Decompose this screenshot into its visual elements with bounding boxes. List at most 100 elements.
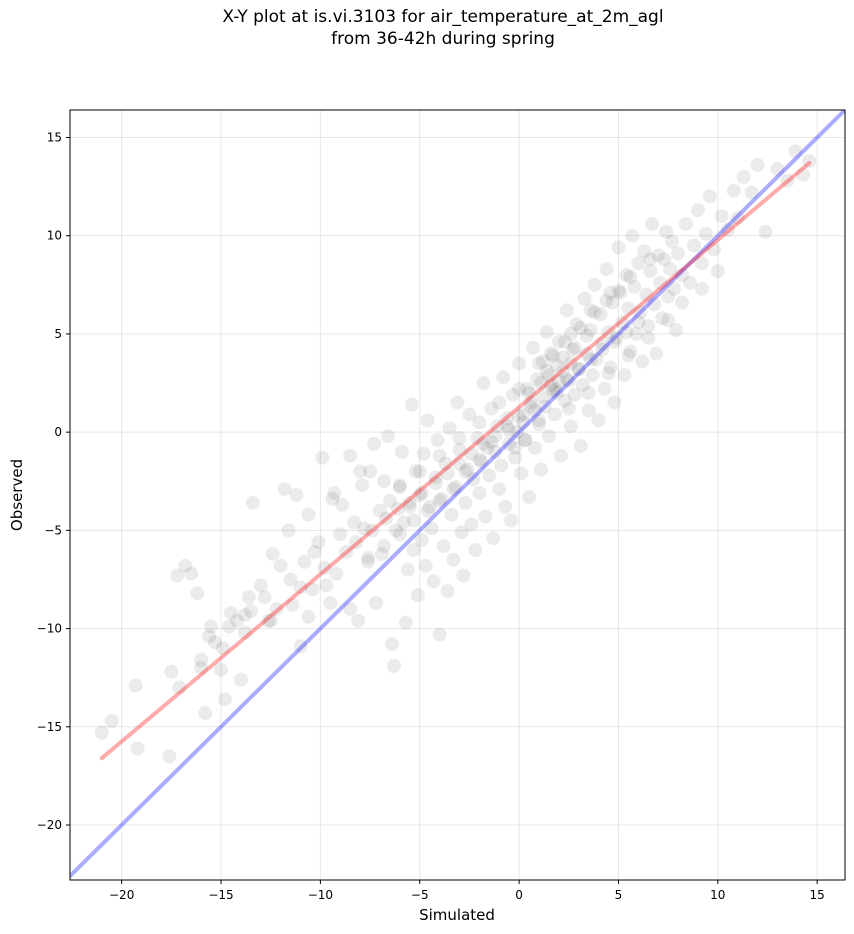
data-point [301, 507, 316, 522]
data-point [434, 491, 449, 506]
data-point [474, 454, 489, 469]
data-point [428, 470, 443, 485]
data-point [436, 539, 451, 554]
data-point [587, 305, 602, 320]
data-point [237, 625, 252, 640]
data-point [599, 293, 614, 308]
data-point [428, 476, 443, 491]
data-point [639, 287, 654, 302]
data-point [625, 228, 640, 243]
data-point [583, 352, 598, 367]
data-point [559, 372, 574, 387]
data-point [446, 552, 461, 567]
data-point [661, 313, 676, 328]
data-point [440, 466, 455, 481]
y-tick-label: 0 [54, 425, 62, 439]
data-point [339, 544, 354, 559]
data-point [601, 366, 616, 381]
x-tick-label: −10 [308, 888, 333, 902]
data-point [351, 613, 366, 628]
data-point [214, 662, 229, 677]
data-point [659, 224, 674, 239]
data-point [667, 281, 682, 296]
data-point [233, 672, 248, 687]
data-point [458, 464, 473, 479]
data-point [410, 588, 425, 603]
data-point [452, 456, 467, 471]
data-point [357, 521, 372, 536]
data-point [675, 295, 690, 310]
y-tick-label: −20 [37, 818, 62, 832]
data-point [432, 493, 447, 508]
data-point [388, 523, 403, 538]
data-point [545, 383, 560, 398]
data-point [492, 482, 507, 497]
data-point [535, 354, 550, 369]
data-point [446, 482, 461, 497]
data-point [293, 580, 308, 595]
data-point [361, 550, 376, 565]
data-point [245, 495, 260, 510]
data-point [595, 342, 610, 357]
data-point [472, 486, 487, 501]
data-point [406, 543, 421, 557]
data-point [478, 509, 493, 524]
data-point [744, 185, 759, 200]
data-point [655, 311, 670, 326]
data-point [208, 635, 223, 650]
data-point [720, 222, 735, 237]
data-point [623, 269, 638, 284]
data-point [343, 448, 358, 463]
data-point [412, 488, 427, 502]
data-point [394, 444, 409, 459]
data-point [531, 417, 546, 432]
data-point [641, 330, 656, 345]
data-point [104, 713, 119, 728]
data-point [629, 326, 644, 341]
data-point [567, 387, 582, 402]
data-point [528, 403, 542, 418]
data-point [607, 395, 622, 410]
data-point [569, 317, 584, 332]
data-point [621, 301, 636, 316]
data-point [726, 183, 741, 198]
data-point [277, 482, 292, 497]
data-point [384, 637, 399, 652]
data-point [710, 264, 725, 279]
data-point [537, 399, 552, 414]
data-point [452, 442, 467, 457]
data-points [94, 144, 817, 764]
data-point [404, 397, 419, 412]
data-point [398, 615, 413, 630]
data-point [392, 480, 407, 495]
data-point [285, 598, 300, 612]
data-point [631, 315, 646, 330]
data-point [402, 499, 417, 514]
data-point [216, 641, 231, 656]
data-point [657, 252, 672, 267]
data-point [378, 511, 393, 526]
data-point [484, 401, 499, 416]
data-point [589, 352, 604, 367]
data-point [563, 356, 578, 371]
data-point [448, 480, 463, 495]
data-point [690, 203, 705, 218]
data-point [323, 596, 338, 611]
data-point [555, 350, 570, 365]
data-point [619, 324, 634, 339]
data-point [335, 497, 350, 512]
data-point [450, 395, 465, 410]
data-point [575, 378, 590, 392]
data-point [420, 413, 435, 428]
data-point [369, 596, 384, 611]
data-point [613, 285, 628, 300]
data-point [460, 462, 475, 477]
data-point [516, 415, 531, 430]
data-point [301, 609, 316, 624]
data-point [462, 407, 477, 422]
data-point [637, 244, 652, 259]
data-point [380, 429, 395, 444]
data-point [510, 425, 525, 440]
data-point [601, 324, 616, 339]
